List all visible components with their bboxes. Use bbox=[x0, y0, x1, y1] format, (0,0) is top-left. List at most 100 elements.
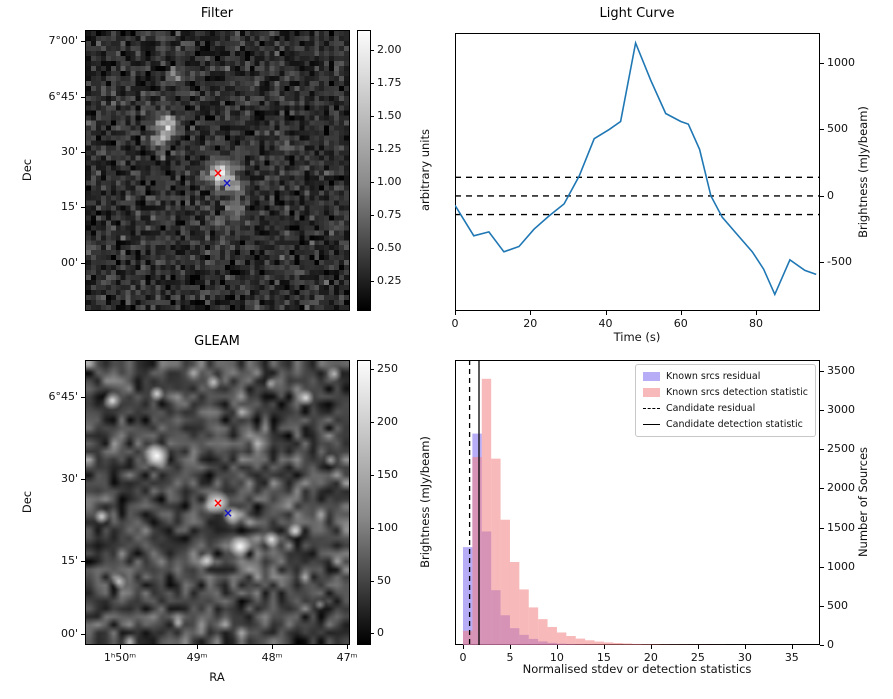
tick-mark bbox=[756, 311, 758, 315]
tick-mark bbox=[272, 645, 274, 649]
hist-bar bbox=[538, 619, 548, 645]
tick-mark bbox=[820, 527, 824, 529]
tick-label: 0 bbox=[459, 651, 467, 664]
tick-label: 0.75 bbox=[377, 207, 402, 221]
tick-mark bbox=[530, 311, 532, 315]
legend-label: Known srcs detection statistic bbox=[666, 387, 808, 398]
gleam-image bbox=[86, 361, 349, 644]
tick-mark bbox=[603, 645, 605, 649]
tick-label: 1.00 bbox=[377, 174, 402, 188]
tick-mark bbox=[697, 645, 699, 649]
tick-label: 15 bbox=[596, 651, 611, 664]
gleam-image-axes: × × bbox=[85, 360, 350, 645]
tick-label: 00' bbox=[60, 626, 78, 640]
legend-label: Candidate detection statistic bbox=[666, 419, 803, 430]
hist-bar bbox=[462, 630, 473, 645]
gleam-xlabel: RA bbox=[209, 670, 225, 684]
tick-label: 15' bbox=[60, 553, 78, 567]
tick-label: 1000 bbox=[827, 559, 855, 573]
gleam-colorbar-label: Brightness (mJy/beam) bbox=[418, 436, 432, 568]
legend-line-sample bbox=[643, 424, 660, 425]
tick-mark bbox=[371, 633, 374, 635]
tick-mark bbox=[820, 262, 824, 264]
hist-bar bbox=[650, 644, 661, 645]
gleam-ylabel: Dec bbox=[20, 490, 34, 514]
tick-mark bbox=[650, 645, 652, 649]
tick-label: 35 bbox=[784, 651, 799, 664]
tick-label: -500 bbox=[827, 255, 852, 269]
tick-label: 7°00' bbox=[48, 34, 78, 48]
hist-bar bbox=[509, 562, 520, 645]
tick-mark bbox=[371, 474, 374, 476]
tick-label: 100 bbox=[377, 520, 398, 534]
gleam-colorbar bbox=[357, 360, 371, 645]
hist-bar bbox=[472, 457, 482, 645]
legend-item: Known srcs residual bbox=[643, 370, 808, 383]
legend-swatch bbox=[643, 388, 660, 397]
light-curve-axes bbox=[455, 33, 820, 311]
light-curve-plot bbox=[455, 40, 820, 297]
tick-label: 47ᵐ bbox=[336, 651, 358, 664]
tick-label: 20 bbox=[643, 651, 658, 664]
tick-mark bbox=[371, 369, 374, 371]
filter-image bbox=[86, 31, 349, 310]
filter-title: Filter bbox=[200, 6, 234, 21]
light-curve-xlabel: Time (s) bbox=[613, 330, 661, 344]
tick-label: 250 bbox=[377, 362, 398, 376]
hist-bar bbox=[622, 643, 633, 645]
tick-mark bbox=[81, 633, 85, 635]
tick-mark bbox=[820, 605, 824, 607]
tick-mark bbox=[81, 207, 85, 209]
tick-mark bbox=[371, 82, 374, 84]
hist-bar bbox=[491, 458, 501, 645]
tick-mark bbox=[820, 488, 824, 490]
tick-label: 1500 bbox=[827, 520, 855, 534]
filter-colorbar-label: arbitrary units bbox=[418, 128, 432, 212]
hist-bar bbox=[547, 626, 557, 645]
tick-mark bbox=[820, 645, 824, 646]
hist-bar bbox=[462, 547, 473, 645]
histogram-plot bbox=[462, 360, 764, 645]
tick-mark bbox=[680, 311, 682, 315]
tick-mark bbox=[820, 195, 824, 197]
filter-ylabel: Dec bbox=[20, 158, 34, 182]
light-curve-line bbox=[455, 40, 817, 297]
tick-mark bbox=[81, 41, 85, 43]
tick-mark bbox=[605, 311, 607, 315]
hist-bar bbox=[613, 643, 623, 645]
legend-swatch bbox=[643, 372, 660, 381]
tick-mark bbox=[371, 148, 374, 150]
tick-label: 3000 bbox=[827, 403, 855, 417]
tick-mark bbox=[820, 449, 824, 451]
tick-label: 200 bbox=[377, 414, 398, 428]
tick-label: 30' bbox=[60, 472, 78, 486]
tick-label: 0 bbox=[827, 188, 834, 202]
tick-mark bbox=[197, 645, 199, 649]
tick-label: 1000 bbox=[827, 55, 855, 69]
tick-label: 1.50 bbox=[377, 108, 402, 122]
hist-bar bbox=[585, 640, 595, 645]
tick-mark bbox=[81, 479, 85, 481]
tick-mark bbox=[455, 311, 456, 315]
tick-mark bbox=[556, 645, 558, 649]
tick-label: 0 bbox=[377, 626, 384, 640]
tick-label: 1.75 bbox=[377, 75, 402, 89]
hist-bar bbox=[575, 638, 586, 645]
filter-colorbar bbox=[357, 30, 371, 311]
legend-item: Candidate residual bbox=[643, 402, 808, 415]
tick-mark bbox=[744, 645, 746, 649]
tick-mark bbox=[371, 49, 374, 51]
hist-bar bbox=[519, 589, 529, 645]
tick-label: 30' bbox=[60, 144, 78, 158]
gleam-title: GLEAM bbox=[194, 334, 240, 349]
tick-mark bbox=[820, 129, 824, 131]
hist-bar bbox=[500, 519, 510, 645]
filter-image-axes: × × bbox=[85, 30, 350, 311]
tick-label: 2000 bbox=[827, 481, 855, 495]
legend-label: Known srcs residual bbox=[666, 371, 761, 382]
tick-label: 6°45' bbox=[48, 390, 78, 404]
tick-label: 10 bbox=[549, 651, 564, 664]
light-curve-ylabel: Brightness (mJy/beam) bbox=[856, 106, 870, 238]
tick-label: 2.00 bbox=[377, 42, 402, 56]
